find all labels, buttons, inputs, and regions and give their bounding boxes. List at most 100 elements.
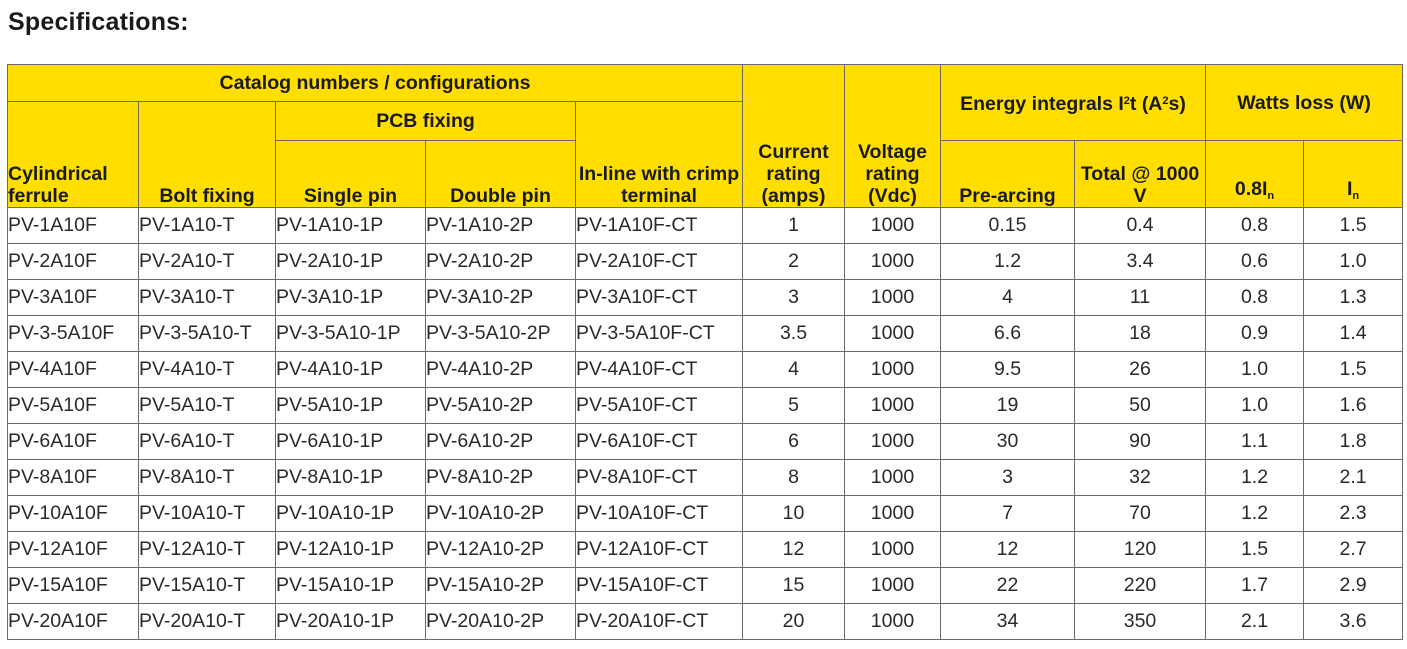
pre-arcing-cell: 1.2 — [940, 243, 1075, 280]
double-pin-cell: PV-5A10-2P — [425, 387, 576, 424]
single-pin-cell: PV-4A10-1P — [275, 351, 426, 388]
table-body: PV-1A10F PV-1A10-T PV-1A10-1P PV-1A10-2P PV-… — [7, 207, 1404, 640]
double-pin-cell: PV-4A10-2P — [425, 351, 576, 388]
table-row: PV-6A10F PV-6A10-T PV-6A10-1P PV-6A10-2P PV-… — [7, 423, 1404, 460]
cylindrical-ferrule-cell: PV-1A10F — [7, 207, 139, 244]
single-pin-cell: PV-10A10-1P — [275, 495, 426, 532]
inline-crimp-cell: PV-3-5A10F-CT — [575, 315, 743, 352]
bolt-fixing-cell: PV-3A10-T — [138, 279, 276, 316]
watts-in-cell: 1.5 — [1303, 351, 1404, 388]
total-1000v-cell: 18 — [1073, 315, 1207, 352]
total-1000v-cell: 90 — [1073, 423, 1207, 460]
pre-arcing-cell: 22 — [940, 567, 1075, 604]
current-rating-cell: 12 — [742, 531, 845, 568]
voltage-rating-cell: 1000 — [844, 351, 941, 388]
table-row: PV-8A10F PV-8A10-T PV-8A10-1P PV-8A10-2P PV-… — [7, 459, 1404, 496]
bolt-fixing-cell: PV-1A10-T — [138, 207, 276, 244]
double-pin-cell: PV-3A10-2P — [425, 279, 576, 316]
table-row: PV-4A10F PV-4A10-T PV-4A10-1P PV-4A10-2P PV-… — [7, 351, 1404, 388]
double-pin-header: Double pin — [425, 140, 576, 208]
pre-arcing-cell: 12 — [940, 531, 1075, 568]
watts-in-header: In — [1303, 140, 1404, 208]
single-pin-cell: PV-8A10-1P — [275, 459, 426, 496]
energy-integrals-header: Energy integrals I2t (A2s) — [939, 64, 1207, 141]
single-pin-cell: PV-3A10-1P — [275, 279, 426, 316]
current-rating-header: Current rating (amps) — [742, 64, 845, 208]
watts-08in-cell: 0.8 — [1205, 207, 1305, 244]
single-pin-cell: PV-2A10-1P — [275, 243, 426, 280]
double-pin-cell: PV-3-5A10-2P — [425, 315, 576, 352]
current-rating-cell: 2 — [742, 243, 845, 280]
cylindrical-ferrule-cell: PV-15A10F — [7, 567, 139, 604]
bolt-fixing-cell: PV-12A10-T — [138, 531, 276, 568]
table-row: PV-10A10F PV-10A10-T PV-10A10-1P PV-10A10-2… — [7, 495, 1404, 532]
watts-in-cell: 1.8 — [1303, 423, 1404, 460]
total-1000v-cell: 120 — [1073, 531, 1207, 568]
bolt-fixing-cell: PV-15A10-T — [138, 567, 276, 604]
single-pin-cell: PV-5A10-1P — [275, 387, 426, 424]
voltage-rating-cell: 1000 — [844, 567, 941, 604]
bolt-fixing-cell: PV-5A10-T — [138, 387, 276, 424]
watts-in-cell: 1.5 — [1303, 207, 1404, 244]
pre-arcing-header: Pre-arcing — [940, 140, 1075, 208]
inline-crimp-cell: PV-5A10F-CT — [575, 387, 743, 424]
inline-crimp-cell: PV-15A10F-CT — [575, 567, 743, 604]
watts-in-cell: 1.6 — [1303, 387, 1404, 424]
watts-in-cell: 3.6 — [1303, 603, 1404, 640]
pre-arcing-cell: 7 — [940, 495, 1075, 532]
inline-crimp-header: In-line with crimp terminal — [575, 101, 743, 208]
single-pin-header: Single pin — [275, 140, 426, 208]
bolt-fixing-header: Bolt fixing — [138, 101, 276, 208]
current-rating-cell: 20 — [742, 603, 845, 640]
single-pin-cell: PV-15A10-1P — [275, 567, 426, 604]
bolt-fixing-cell: PV-10A10-T — [138, 495, 276, 532]
current-rating-cell: 4 — [742, 351, 845, 388]
pre-arcing-cell: 4 — [940, 279, 1075, 316]
double-pin-cell: PV-10A10-2P — [425, 495, 576, 532]
watts-08in-cell: 1.2 — [1205, 495, 1305, 532]
total-1000v-cell: 50 — [1073, 387, 1207, 424]
cylindrical-ferrule-cell: PV-3A10F — [7, 279, 139, 316]
double-pin-cell: PV-15A10-2P — [425, 567, 576, 604]
watts-in-cell: 2.9 — [1303, 567, 1404, 604]
watts-08in-cell: 1.1 — [1205, 423, 1305, 460]
watts-08in-cell: 0.6 — [1205, 243, 1305, 280]
specifications-table: Catalog numbers / configurations Current… — [7, 64, 1404, 640]
watts-08in-cell: 2.1 — [1205, 603, 1305, 640]
inline-crimp-cell: PV-2A10F-CT — [575, 243, 743, 280]
single-pin-cell: PV-3-5A10-1P — [275, 315, 426, 352]
page-title: Specifications: — [8, 8, 189, 36]
watts-in-cell: 1.0 — [1303, 243, 1404, 280]
single-pin-cell: PV-6A10-1P — [275, 423, 426, 460]
inline-crimp-cell: PV-8A10F-CT — [575, 459, 743, 496]
watts-loss-header: Watts loss (W) — [1205, 64, 1404, 141]
pcb-fixing-header: PCB fixing — [275, 101, 576, 141]
cylindrical-ferrule-cell: PV-12A10F — [7, 531, 139, 568]
table-row: PV-15A10F PV-15A10-T PV-15A10-1P PV-15A10-2… — [7, 567, 1404, 604]
voltage-rating-cell: 1000 — [844, 423, 941, 460]
watts-08in-cell: 1.5 — [1205, 531, 1305, 568]
table-row: PV-2A10F PV-2A10-T PV-2A10-1P PV-2A10-2P PV-… — [7, 243, 1404, 280]
voltage-rating-header: Voltage rating (Vdc) — [844, 64, 941, 208]
table-row: PV-5A10F PV-5A10-T PV-5A10-1P PV-5A10-2P PV-… — [7, 387, 1404, 424]
total-1000v-cell: 3.4 — [1073, 243, 1207, 280]
watts-in-cell: 2.3 — [1303, 495, 1404, 532]
cylindrical-ferrule-cell: PV-10A10F — [7, 495, 139, 532]
cylindrical-ferrule-cell: PV-5A10F — [7, 387, 139, 424]
total-1000v-cell: 26 — [1073, 351, 1207, 388]
pre-arcing-cell: 19 — [940, 387, 1075, 424]
total-1000v-header: Total @ 1000 V — [1073, 140, 1207, 208]
cylindrical-ferrule-header: Cylindrical ferrule — [7, 101, 139, 208]
voltage-rating-cell: 1000 — [844, 495, 941, 532]
cylindrical-ferrule-cell: PV-6A10F — [7, 423, 139, 460]
watts-in-cell: 1.4 — [1303, 315, 1404, 352]
watts-in-cell: 2.1 — [1303, 459, 1404, 496]
single-pin-cell: PV-20A10-1P — [275, 603, 426, 640]
voltage-rating-cell: 1000 — [844, 243, 941, 280]
voltage-rating-cell: 1000 — [844, 315, 941, 352]
bolt-fixing-cell: PV-6A10-T — [138, 423, 276, 460]
current-rating-cell: 6 — [742, 423, 845, 460]
watts-08in-cell: 0.9 — [1205, 315, 1305, 352]
cylindrical-ferrule-cell: PV-2A10F — [7, 243, 139, 280]
voltage-rating-cell: 1000 — [844, 531, 941, 568]
